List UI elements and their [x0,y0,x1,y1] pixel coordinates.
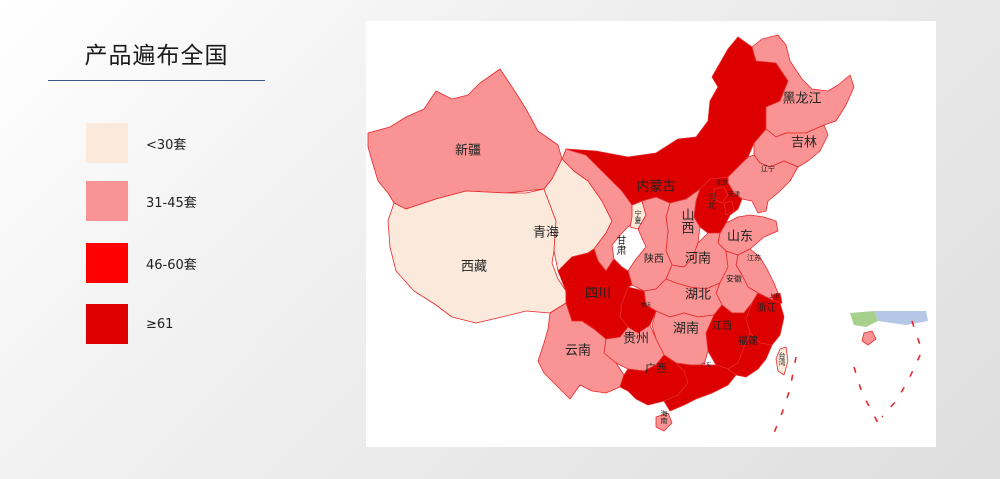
label-guangxi: 广西 [645,362,667,375]
legend-swatch [86,123,128,163]
label-fujian: 福建 [738,334,758,347]
label-anhui: 安徽 [726,274,742,284]
label-hunan: 湖南 [673,321,699,337]
label-shanxi: 山西 [679,208,695,234]
page-title: 产品遍布全国 [84,43,229,69]
label-sichuan: 四川 [585,287,611,302]
label-jiangsu: 江苏 [747,253,761,262]
label-guangdong: 广东 [701,362,711,369]
province-beijing [713,186,729,204]
province-tianjin [723,200,735,216]
nine-dash-line [853,320,923,424]
legend-item-tier-1: 31-45套 [86,181,197,221]
legend-label: <30套 [146,137,187,153]
legend-swatch [86,181,128,221]
province-heilongjiang [751,34,855,138]
province-guangdong [663,362,737,412]
label-ningxia: 宁夏 [634,209,642,224]
south-china-sea-inset [773,311,928,434]
legend-label: 31-45套 [146,195,197,211]
label-guizhou: 贵州 [623,332,649,347]
label-hubei: 湖北 [685,288,711,303]
label-tianjin: 天津 [728,192,740,199]
label-henan: 河南 [685,251,711,267]
label-xizang: 西藏 [461,260,487,275]
sea-island [861,330,877,346]
label-liaoning: 辽宁 [761,164,775,173]
province-hainan [655,412,673,432]
sea-patch [874,311,928,325]
china-map-panel: 新疆 西藏 青海 甘肃 宁夏 内蒙古 黑龙江 吉林 辽宁 河北 北京 天津 山西… [366,21,936,447]
label-neimenggu: 内蒙古 [636,179,675,195]
label-shaanxi: 陕西 [644,252,664,265]
label-zhejiang: 浙江 [756,302,776,314]
label-jilin: 吉林 [791,136,817,151]
legend-item-tier-0: <30套 [86,123,186,163]
label-hebei: 河北 [708,192,717,210]
label-heilongjiang: 黑龙江 [782,92,821,107]
legend-label: ≥61 [146,316,174,332]
legend-item-tier-2: 46-60套 [86,243,197,283]
label-chongqing: 重庆 [641,302,651,309]
legend-item-tier-3: ≥61 [86,304,173,344]
legend-label: 46-60套 [146,257,197,273]
label-gansu: 甘肃 [614,234,626,256]
label-shanghai: 上海 [769,293,779,300]
province-fujian [727,332,773,378]
label-qinghai: 青海 [533,226,559,241]
province-xinjiang [367,68,563,210]
province-labels: 新疆 西藏 青海 甘肃 宁夏 内蒙古 黑龙江 吉林 辽宁 河北 北京 天津 山西… [455,92,822,425]
legend-swatch [86,304,128,344]
label-yunnan: 云南 [565,343,591,359]
label-jiangxi: 江西 [712,320,732,332]
province-xizang [387,188,567,324]
label-beijing: 北京 [716,179,728,187]
title-underline [48,80,265,81]
china-map: 新疆 西藏 青海 甘肃 宁夏 内蒙古 黑龙江 吉林 辽宁 河北 北京 天津 山西… [367,34,928,434]
label-xinjiang: 新疆 [455,143,481,159]
label-hainan: 海南 [660,409,668,424]
label-shandong: 山东 [727,230,753,245]
province-yunnan [537,302,625,400]
province-taiwan [775,346,789,376]
label-taiwan: 台湾 [778,351,786,367]
sea-patch [850,311,878,327]
legend-swatch [86,243,128,283]
